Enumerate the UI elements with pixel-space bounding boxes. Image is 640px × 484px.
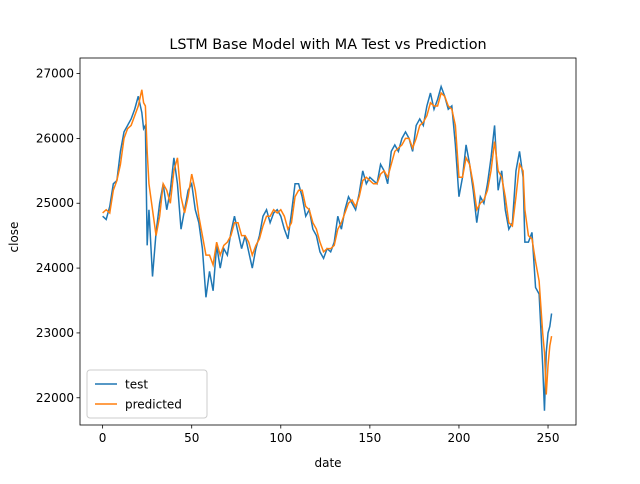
x-tick-label: 150 [358,431,381,445]
y-tick-label: 23000 [36,326,74,340]
plot-frame [79,57,577,426]
y-tick-label: 27000 [36,67,74,81]
y-tick-label: 26000 [36,131,74,145]
x-tick-label: 0 [99,431,107,445]
x-tick-label: 250 [537,431,560,445]
chart-title: LSTM Base Model with MA Test vs Predicti… [169,37,486,53]
legend-label: test [125,378,148,392]
x-axis-label: date [314,456,341,470]
legend-label: predicted [125,398,182,412]
x-tick-label: 100 [269,431,292,445]
legend-box [86,369,208,419]
line-series [102,89,553,395]
x-tick-label: 50 [184,431,199,445]
y-axis-label: close [7,222,21,253]
x-tick-label: 200 [447,431,470,445]
y-tick-label: 25000 [36,196,74,210]
y-tick-label: 22000 [36,391,74,405]
y-tick-label: 24000 [36,261,74,275]
